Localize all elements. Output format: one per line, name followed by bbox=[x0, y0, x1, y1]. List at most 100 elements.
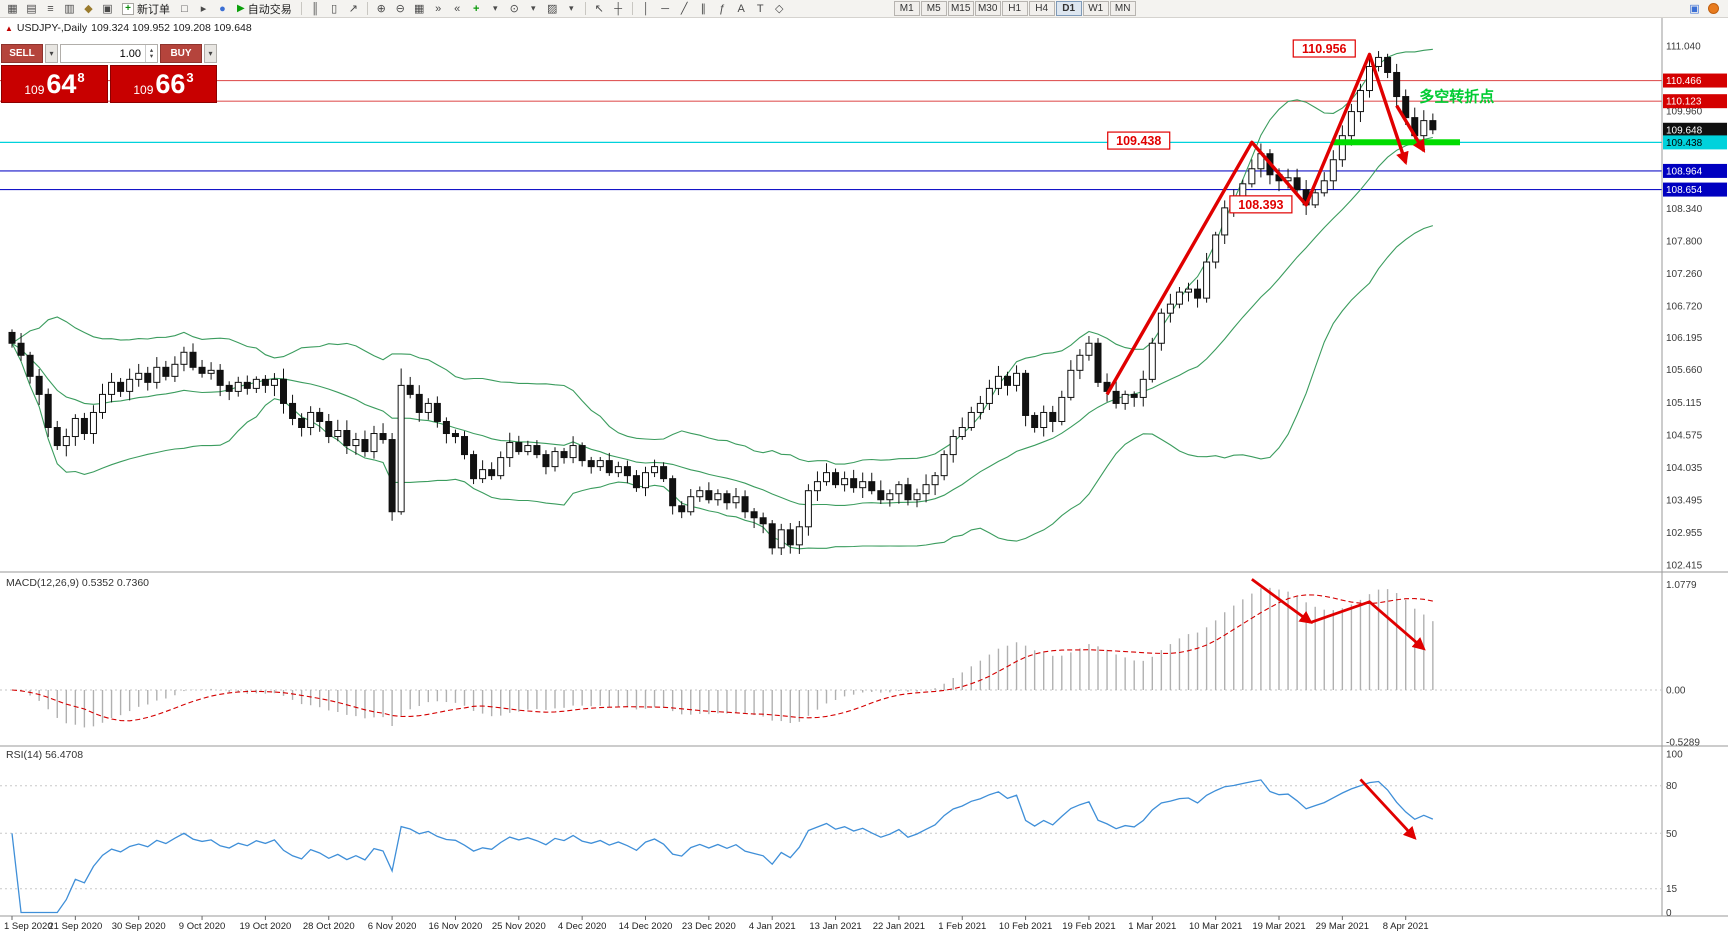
new-chart-icon[interactable]: ▦ bbox=[7, 3, 18, 15]
auto-scroll-icon[interactable]: » bbox=[435, 2, 442, 15]
ohlc-values: 109.324 109.952 109.208 109.648 bbox=[91, 22, 252, 34]
rsi-panel[interactable]: RSI(14) 56.4708 100 80 50 15 0 bbox=[0, 749, 1683, 919]
price-panel[interactable]: 110.956 109.438 108.393 多空转折点 bbox=[0, 39, 1662, 556]
bollinger-band bbox=[11, 48, 1433, 465]
profiles-icon[interactable]: ▤ bbox=[26, 3, 37, 15]
zoom-in-icon[interactable]: ⊕ bbox=[376, 3, 386, 15]
volume-spinner[interactable]: ▴ ▾ bbox=[145, 45, 157, 62]
price-level-badge-text: 108.964 bbox=[1666, 166, 1703, 177]
rsi-tick-label: 100 bbox=[1666, 750, 1683, 761]
macd-panel[interactable]: MACD(12,26,9) 0.5352 0.7360 1.0779 0.00 -0.… bbox=[0, 577, 1700, 748]
candlestick-mode-icon[interactable]: ▯ bbox=[331, 3, 338, 15]
timeframe-button-mn[interactable]: MN bbox=[1109, 1, 1136, 16]
tile-windows-icon[interactable]: ▦ bbox=[414, 3, 425, 15]
price-tick-label: 105.660 bbox=[1666, 365, 1703, 376]
market-watch-icon[interactable]: ≡ bbox=[47, 2, 54, 15]
templates-caret[interactable]: ▾ bbox=[568, 3, 574, 13]
macd-tick-label: -0.5289 bbox=[1666, 737, 1700, 748]
rsi-tick-label: 15 bbox=[1666, 884, 1678, 895]
text-tool-icon[interactable]: A bbox=[737, 2, 745, 15]
buy-button[interactable]: BUY bbox=[160, 44, 202, 63]
timeframe-button-h1[interactable]: H1 bbox=[1001, 1, 1028, 16]
navigator-icon[interactable]: ◆ bbox=[84, 3, 93, 15]
connection-status-icon[interactable] bbox=[1708, 3, 1719, 14]
timeframe-button-d1[interactable]: D1 bbox=[1055, 1, 1082, 16]
price-level-badge-text: 109.648 bbox=[1666, 125, 1703, 136]
symbol-name: USDJPY-,Daily bbox=[16, 22, 88, 34]
sell-price-button[interactable]: 109 64 8 bbox=[1, 65, 108, 103]
auto-trading-button[interactable]: ▶ 自动交易 bbox=[232, 1, 297, 17]
volume-down-icon[interactable]: ▾ bbox=[149, 52, 154, 60]
templates-icon[interactable]: ▨ bbox=[547, 3, 558, 15]
price-level-badge-text: 109.438 bbox=[1666, 138, 1703, 149]
price-scale[interactable]: 111.040 109.960 108.340 107.800 107.260 106.7… bbox=[1661, 18, 1727, 916]
horizontal-line-tool-icon[interactable]: ─ bbox=[661, 2, 670, 15]
volume-up-icon[interactable]: ▴ bbox=[149, 46, 154, 54]
timeframe-button-m30[interactable]: M30 bbox=[974, 1, 1001, 16]
one-click-trading-panel: SELL ▾ ▴ ▾ BUY ▾ 109 64 8 109 66 3 bbox=[1, 44, 217, 103]
price-level-badge bbox=[1663, 94, 1727, 109]
support-zone-bar[interactable] bbox=[1333, 139, 1460, 146]
price-callout-box[interactable] bbox=[1107, 131, 1171, 150]
docking-panel-icon[interactable]: ▣ bbox=[1689, 3, 1700, 15]
macd-trend-arrow[interactable] bbox=[1310, 600, 1426, 651]
price-tick-label: 102.955 bbox=[1666, 528, 1703, 539]
tick-marker-icon: ▲ bbox=[5, 23, 13, 33]
trend-arrow[interactable] bbox=[1105, 52, 1409, 396]
fibonacci-tool-icon[interactable]: ƒ bbox=[719, 2, 726, 15]
timeframe-button-w1[interactable]: W1 bbox=[1082, 1, 1109, 16]
periods-icon[interactable]: ⊙ bbox=[509, 3, 519, 15]
rsi-trend-arrow[interactable] bbox=[1359, 778, 1417, 840]
trade-price-row: 109 64 8 109 66 3 bbox=[1, 65, 217, 103]
price-tick-label: 106.720 bbox=[1666, 301, 1703, 312]
sell-options-caret[interactable]: ▾ bbox=[45, 44, 58, 63]
buy-options-caret[interactable]: ▾ bbox=[204, 44, 217, 63]
price-level-badge-text: 110.466 bbox=[1666, 76, 1702, 87]
indicators-icon[interactable]: + bbox=[472, 2, 480, 15]
mql5-community-icon[interactable]: ● bbox=[219, 2, 226, 15]
price-tick-label: 104.575 bbox=[1666, 431, 1703, 442]
cursor-icon[interactable]: ↖ bbox=[594, 3, 604, 15]
timeframe-button-m1[interactable]: M1 bbox=[893, 1, 920, 16]
new-order-button[interactable]: + 新订单 bbox=[117, 1, 175, 17]
zoom-out-icon[interactable]: ⊖ bbox=[395, 3, 405, 15]
strategy-tester-icon[interactable]: ▸ bbox=[200, 3, 207, 15]
price-level-badge-text: 108.654 bbox=[1666, 185, 1703, 196]
label-tool-icon[interactable]: T bbox=[756, 2, 764, 15]
volume-input[interactable] bbox=[61, 45, 157, 62]
crosshair-icon[interactable]: ┼ bbox=[614, 2, 623, 15]
annotation-text[interactable]: 多空转折点 bbox=[1419, 87, 1494, 105]
channel-tool-icon[interactable]: ∥ bbox=[700, 3, 706, 15]
periods-caret[interactable]: ▾ bbox=[530, 3, 536, 13]
terminal-icon[interactable]: ▣ bbox=[102, 3, 113, 15]
price-callout-box[interactable] bbox=[1229, 195, 1293, 214]
trend-arrow[interactable] bbox=[1395, 104, 1426, 153]
line-chart-mode-icon[interactable]: ↗ bbox=[348, 3, 358, 15]
price-level-badge bbox=[1663, 135, 1727, 150]
vertical-line-tool-icon[interactable]: │ bbox=[642, 2, 650, 15]
sell-button[interactable]: SELL bbox=[1, 44, 43, 63]
volume-field[interactable]: ▴ ▾ bbox=[60, 44, 158, 63]
time-axis-label: 1 Mar 2021 bbox=[1128, 921, 1176, 932]
price-tick-label: 106.195 bbox=[1666, 333, 1703, 344]
rsi-tick-label: 0 bbox=[1666, 908, 1672, 919]
timeframe-button-m5[interactable]: M5 bbox=[920, 1, 947, 16]
time-axis-label: 25 Nov 2020 bbox=[492, 921, 546, 932]
timeframe-button-h4[interactable]: H4 bbox=[1028, 1, 1055, 16]
price-callout-text: 108.393 bbox=[1238, 198, 1283, 212]
macd-tick-label: 0.00 bbox=[1666, 686, 1686, 697]
timeframe-button-m15[interactable]: M15 bbox=[947, 1, 974, 16]
data-window-icon[interactable]: ▥ bbox=[64, 3, 75, 15]
buy-price-button[interactable]: 109 66 3 bbox=[110, 65, 217, 103]
macd-trend-arrow[interactable] bbox=[1251, 578, 1313, 624]
bar-chart-mode-icon[interactable]: ║ bbox=[311, 2, 320, 15]
chart-window-icon[interactable]: □ bbox=[181, 2, 188, 15]
indicators-caret[interactable]: ▾ bbox=[492, 3, 498, 13]
shapes-tool-icon[interactable]: ◇ bbox=[774, 3, 784, 15]
price-callout-box[interactable] bbox=[1292, 39, 1356, 58]
chart-shift-icon[interactable]: « bbox=[454, 2, 461, 15]
auto-trading-play-icon: ▶ bbox=[237, 3, 245, 14]
trendline-tool-icon[interactable]: ╱ bbox=[680, 3, 688, 15]
